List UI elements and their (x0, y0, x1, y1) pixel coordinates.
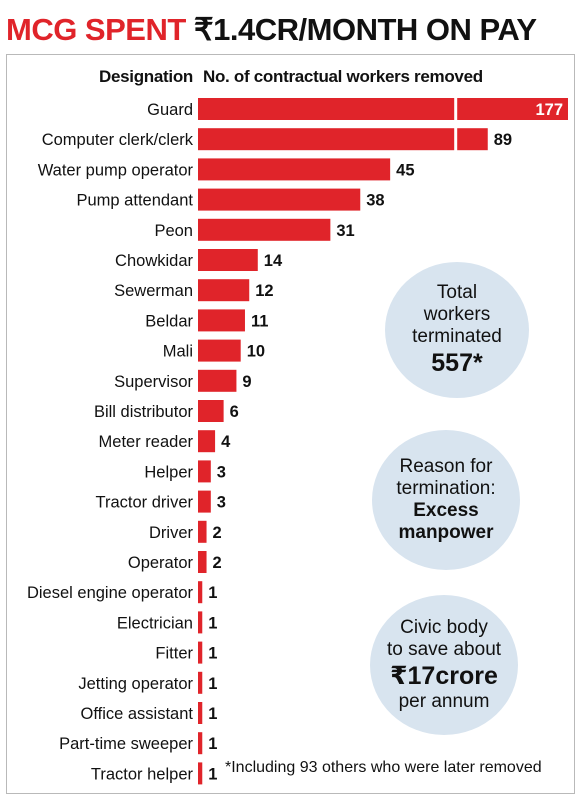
category-header: Designation (99, 67, 193, 86)
bar-supervisor (198, 369, 237, 392)
title-rest: ₹1.4CR/MONTH ON PAY (193, 12, 537, 47)
bar-pump-attendant (198, 188, 361, 211)
chart-frame (6, 54, 575, 794)
bar-jetting-operator (198, 671, 203, 694)
category-label: Tractor helper (91, 765, 194, 783)
bar-tractor-driver (198, 490, 211, 513)
category-label: Mali (163, 343, 193, 361)
value-label: 1 (208, 765, 217, 783)
value-label: 10 (247, 343, 265, 361)
callout-reason-line1: Reason for (399, 456, 493, 477)
callout-total-value: 557* (431, 349, 483, 377)
category-label: Fitter (155, 645, 193, 663)
bar-meter-reader (198, 430, 216, 453)
category-label: Pump attendant (77, 192, 194, 210)
value-header: No. of contractual workers removed (203, 67, 483, 86)
bar-fitter (198, 641, 203, 664)
category-label: Part-time sweeper (59, 735, 193, 753)
bar-beldar (198, 309, 245, 332)
category-label: Jetting operator (78, 675, 193, 693)
category-label: Computer clerk/clerk (42, 131, 194, 149)
bar-office-assistant (198, 702, 203, 724)
category-label: Sewerman (114, 282, 193, 300)
bar-diesel-engine-operator (198, 581, 203, 604)
callout-reason-line3: Excess (413, 500, 479, 521)
category-label: Diesel engine operator (27, 584, 194, 602)
bar-part-time-sweeper (198, 732, 203, 755)
value-label: 12 (255, 282, 273, 300)
bar-tractor-helper (198, 762, 203, 785)
category-label: Guard (147, 101, 193, 119)
bar-helper (198, 460, 211, 483)
value-label: 6 (230, 403, 239, 421)
callout-total-line1: Total (436, 282, 478, 303)
bar-computer-clerk-clerk (198, 128, 488, 151)
value-label: 1 (208, 705, 217, 723)
value-label: 177 (535, 101, 563, 119)
bar-operator (198, 551, 207, 573)
footnote: *Including 93 others who were later remo… (225, 759, 542, 776)
value-label: 9 (242, 373, 251, 391)
bar-sewerman (198, 279, 250, 302)
category-label: Electrician (117, 614, 193, 632)
value-label: 38 (366, 192, 384, 210)
callout-savings-line2: to save about (386, 639, 502, 660)
page-title: MCG SPENT ₹1.4CR/MONTH ON PAY (6, 8, 577, 52)
value-label: 1 (208, 735, 217, 753)
category-label: Driver (149, 524, 194, 542)
value-label: 3 (217, 494, 226, 512)
callout-total-workers: Total workers terminated 557* (385, 262, 529, 398)
category-label: Supervisor (114, 373, 193, 391)
callout-savings-line1: Civic body (400, 617, 488, 638)
callout-reason-line2: termination: (396, 478, 496, 499)
bar-electrician (198, 611, 203, 634)
bar-guard (198, 98, 568, 120)
category-label: Tractor driver (96, 494, 194, 512)
category-label: Water pump operator (38, 161, 194, 179)
category-label: Chowkidar (115, 252, 193, 270)
title-accent: MCG SPENT (6, 12, 186, 47)
value-label: 11 (251, 312, 268, 330)
bar-bill-distributor (198, 400, 224, 422)
value-label: 89 (494, 131, 512, 149)
callout-reason-line4: manpower (398, 522, 494, 543)
category-label: Office assistant (81, 705, 194, 723)
value-label: 3 (217, 463, 226, 481)
value-label: 2 (213, 554, 222, 572)
value-label: 2 (213, 524, 222, 542)
category-label: Peon (154, 222, 193, 240)
axis-break-mark (454, 97, 458, 121)
value-label: 1 (208, 614, 217, 632)
bar-water-pump-operator (198, 158, 391, 181)
callout-savings: Civic body to save about ₹17crore per an… (370, 595, 518, 735)
value-label: 4 (221, 433, 231, 451)
value-label: 1 (208, 675, 217, 693)
bar-driver (198, 520, 207, 543)
callout-savings-line3: per annum (398, 691, 490, 712)
category-label: Bill distributor (94, 403, 194, 421)
value-label: 14 (264, 252, 283, 270)
value-label: 31 (336, 222, 354, 240)
value-label: 45 (396, 161, 414, 179)
callout-total-line2: workers (423, 304, 491, 325)
category-label: Beldar (145, 312, 193, 330)
axis-break-mark (454, 127, 458, 152)
callout-total-line3: terminated (412, 326, 502, 347)
value-label: 1 (208, 584, 217, 602)
callout-reason: Reason for termination: Excess manpower (372, 430, 520, 570)
callout-savings-value: ₹17crore (390, 662, 498, 690)
value-label: 1 (208, 645, 217, 663)
category-label: Operator (128, 554, 194, 572)
bar-mali (198, 339, 241, 362)
category-label: Helper (144, 463, 193, 481)
category-label: Meter reader (99, 433, 194, 451)
bar-peon (198, 218, 331, 241)
bar-chowkidar (198, 249, 258, 271)
